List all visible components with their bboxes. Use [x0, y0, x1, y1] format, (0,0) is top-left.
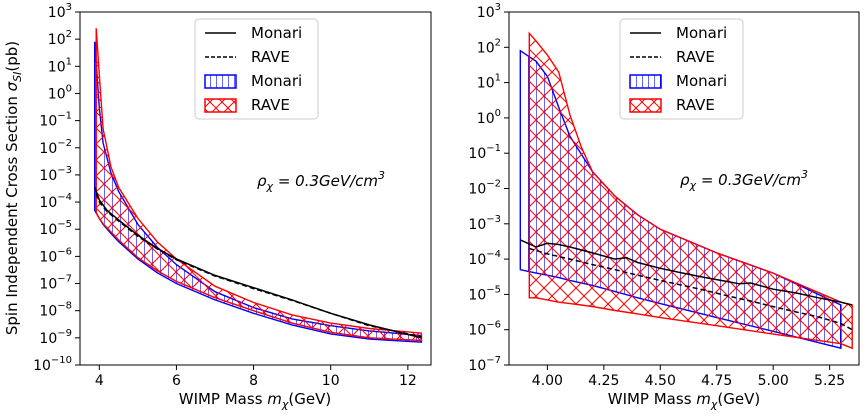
left-y-tick-label: 10−6: [39, 246, 72, 265]
left-y-tick-label: 10−5: [39, 219, 72, 238]
right-plot-area: [519, 31, 853, 350]
left-y-axis-label: Spin Independent Cross Section σSI(pb): [3, 41, 24, 335]
left-y-tick-label: 10−10: [33, 355, 72, 374]
right-x-axis-label: WIMP Mass mχ(GeV): [608, 390, 761, 411]
right-rave-line: [529, 247, 853, 331]
right-legend-monari-band-swatch: [629, 74, 662, 89]
left-x-tick-label: 4: [95, 373, 104, 389]
left-y-tick-label: 10−4: [39, 192, 72, 211]
left-x-tick-label: 10: [322, 373, 340, 389]
left-x-tick-label: 6: [172, 373, 181, 389]
left-y-tick-label: 103: [48, 2, 72, 21]
left-legend-monari-band-swatch: [204, 74, 237, 89]
right-rave-band: [528, 31, 853, 350]
right-x-tick-label: 4.50: [645, 373, 676, 389]
right-legend-rave-band-label: RAVE: [676, 96, 715, 114]
left-y-tick-label: 10−8: [39, 301, 72, 320]
right-legend-monari-band-label: Monari: [676, 72, 727, 90]
left-y-ticks: 10−10 10−9 10−8 10−7 10−6 10−5 10−4 10−3 10−2 10−…: [33, 2, 80, 374]
right-x-tick-label: 4.00: [532, 373, 563, 389]
right-legend-rave-line-label: RAVE: [676, 48, 715, 66]
right-y-tick-label: 103: [477, 2, 501, 21]
left-y-tick-label: 10−7: [39, 274, 72, 293]
left-y-tick-label: 10−9: [39, 328, 72, 347]
left-x-ticks: 4 6 8 10 12: [95, 365, 417, 389]
right-y-tick-label: 101: [477, 73, 501, 92]
left-plot-frame: [79, 11, 432, 366]
right-legend: Monari RAVE Monari RAVE: [619, 18, 744, 120]
left-panel: 4 6 8 10 12 10−1010−910−810−710−610−510−410−…: [3, 2, 432, 411]
right-y-tick-label: 100: [477, 108, 501, 127]
left-y-tick-label: 10−1: [39, 111, 72, 130]
right-x-tick-label: 4.75: [701, 373, 732, 389]
left-legend-monari-line-label: Monari: [251, 24, 302, 42]
right-y-tick-label: 10−6: [468, 320, 501, 339]
right-monari-line: [519, 239, 853, 306]
left-legend-rave-band-swatch: [204, 98, 237, 113]
right-legend-box: [619, 18, 744, 120]
right-legend-rave-band-swatch: [629, 98, 662, 113]
left-rave-band: [95, 28, 423, 342]
right-y-ticks: 10−7 10−6 10−5 10−4 10−3 10−2 10−1 100 101 102 103: [468, 2, 509, 374]
left-y-tick-label: 102: [48, 29, 72, 48]
left-legend-rave-line-label: RAVE: [251, 48, 290, 66]
left-density-annotation: ρχ = 0.3GeV/cm3: [257, 169, 385, 193]
right-density-annotation: ρχ = 0.3GeV/cm3: [680, 168, 808, 192]
left-y-tick-label: 10−2: [39, 138, 72, 157]
left-legend-rave-band-label: RAVE: [251, 96, 290, 114]
left-legend: Monari RAVE Monari RAVE: [194, 18, 319, 120]
right-x-tick-label: 5.25: [814, 373, 845, 389]
left-y-tick-label: 10−3: [39, 165, 72, 184]
right-x-ticks: 4.00 4.25 4.50 4.75 5.00 5.25: [532, 365, 845, 389]
left-plot-area: [93, 28, 423, 343]
left-legend-monari-band-label: Monari: [251, 72, 302, 90]
right-y-tick-label: 10−3: [468, 214, 501, 233]
right-panel: 4.00 4.25 4.50 4.75 5.00 5.25 10−710−610−510−…: [468, 2, 860, 411]
right-y-tick-label: 10−4: [468, 249, 501, 268]
left-x-tick-label: 8: [249, 373, 258, 389]
right-y-tick-label: 10−7: [468, 355, 501, 374]
left-legend-box: [194, 18, 319, 120]
right-y-tick-label: 10−1: [468, 143, 501, 162]
right-x-tick-label: 5.00: [758, 373, 789, 389]
left-y-tick-label: 100: [48, 83, 72, 102]
left-rave-line: [95, 193, 422, 338]
left-x-tick-label: 12: [399, 373, 417, 389]
right-y-tick-label: 102: [477, 37, 501, 56]
right-y-tick-label: 10−2: [468, 179, 501, 198]
right-y-tick-label: 10−5: [468, 284, 501, 303]
right-legend-monari-line-label: Monari: [676, 24, 727, 42]
left-x-axis-label: WIMP Mass mχ(GeV): [179, 390, 332, 411]
right-x-tick-label: 4.25: [588, 373, 619, 389]
left-y-tick-label: 101: [48, 56, 72, 75]
